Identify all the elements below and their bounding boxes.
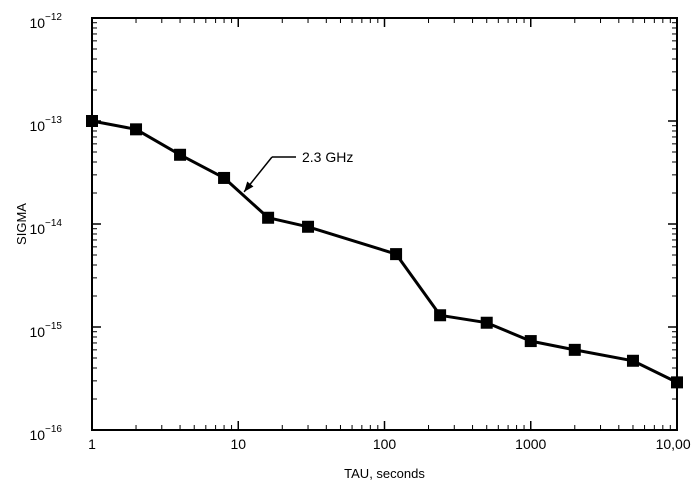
y-tick-label: 10−16: [29, 424, 62, 443]
y-tick-exponent: −12: [45, 12, 62, 23]
y-tick-exponent: −13: [45, 115, 62, 126]
data-point: [262, 211, 275, 224]
y-tick-label: 10−12: [29, 12, 62, 31]
data-point: [434, 309, 447, 322]
x-tick-label: 10,000: [656, 436, 691, 452]
y-tick-base: 10: [29, 221, 45, 237]
x-tick-label: 10: [230, 436, 246, 452]
data-point: [130, 123, 143, 136]
data-point: [626, 354, 639, 367]
y-tick-exponent: −15: [45, 321, 62, 332]
y-tick-exponent: −14: [45, 218, 62, 229]
data-point: [302, 220, 315, 233]
y-tick-label: 10−14: [29, 218, 62, 237]
annotation-arrowhead: [244, 181, 254, 192]
data-point: [86, 115, 98, 127]
x-axis-title: TAU, seconds: [344, 466, 425, 481]
data-point: [671, 376, 683, 389]
data-point: [480, 316, 493, 329]
data-point: [390, 248, 403, 261]
y-tick-base: 10: [29, 118, 45, 134]
data-point: [568, 343, 581, 356]
y-axis-title: SIGMA: [14, 203, 29, 245]
x-tick-label: 1000: [515, 436, 546, 452]
x-tick-label: 1: [88, 436, 96, 452]
annotation-layer: 2.3 GHz: [243, 149, 353, 193]
annotation-label: 2.3 GHz: [302, 149, 353, 165]
x-axis-ticks: 1 10 100 1000 10,000: [88, 18, 691, 452]
data-point: [524, 335, 537, 348]
y-tick-label: 10−15: [29, 321, 62, 340]
y-tick-base: 10: [29, 324, 45, 340]
plot-frame: [91, 17, 678, 431]
x-tick-label: 100: [373, 436, 397, 452]
y-tick-label: 10−13: [29, 115, 62, 134]
y-tick-base: 10: [29, 15, 45, 31]
plot-axes: [91, 17, 678, 431]
data-point: [174, 148, 187, 161]
series-layer: [86, 115, 683, 389]
data-point: [218, 171, 231, 184]
y-tick-exponent: −16: [45, 424, 62, 435]
y-tick-base: 10: [29, 427, 45, 443]
